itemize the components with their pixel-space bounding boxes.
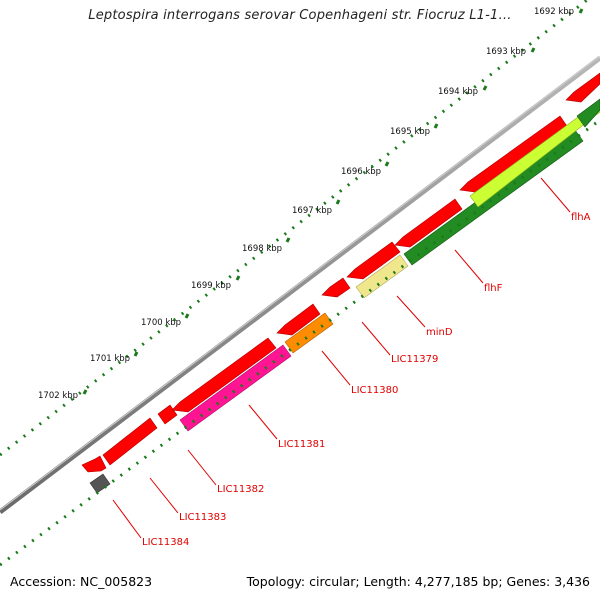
gene-minD — [355, 254, 409, 299]
gene-flhA — [469, 100, 600, 208]
outer-ruler — [0, 0, 590, 457]
tick-label: 1696 kbp — [341, 167, 381, 177]
gene-LIC11381 — [179, 344, 292, 432]
tick-label: 1697 kbp — [292, 206, 332, 216]
tick-label: 1702 kbp — [38, 391, 78, 401]
outer-major-ticks — [82, 8, 584, 395]
gene-arrow — [394, 198, 463, 248]
gene-labels: flhA flhF minD LIC11379 LIC11380 LIC1138… — [142, 212, 591, 548]
genome-backbone — [0, 55, 600, 514]
gene-arrow — [171, 337, 277, 413]
gene-label-flhA: flhA — [571, 212, 591, 223]
tick-label: 1693 kbp — [486, 47, 526, 57]
tick-label: 1698 kbp — [242, 244, 282, 254]
map-title: Leptospira interrogans serovar Copenhage… — [88, 8, 512, 23]
summary-text: Topology: circular; Length: 4,277,185 bp… — [246, 574, 590, 589]
label-leaders — [112, 177, 571, 539]
gene-features[interactable] — [89, 98, 600, 494]
gene-LIC11384 — [89, 473, 111, 494]
gene-arrow — [346, 241, 401, 280]
gene-label-LIC11383: LIC11383 — [179, 512, 226, 523]
gene-arrow — [102, 417, 158, 466]
gene-label-LIC11382: LIC11382 — [217, 484, 264, 495]
tick-label: 1692 kbp — [534, 7, 574, 17]
forward-strand-features[interactable] — [81, 72, 600, 473]
tick-label: 1695 kbp — [390, 127, 430, 137]
tick-label: 1701 kbp — [90, 354, 130, 364]
gene-label-flhF: flhF — [484, 283, 503, 294]
tick-label: 1694 kbp — [438, 87, 478, 97]
gene-arrow — [81, 455, 107, 473]
gene-label-LIC11379: LIC11379 — [391, 354, 438, 365]
gene-label-LIC11384: LIC11384 — [142, 537, 189, 548]
gene-label-LIC11381: LIC11381 — [278, 439, 325, 450]
tick-label: 1700 kbp — [141, 318, 181, 328]
gene-arrow — [565, 72, 600, 103]
gene-label-LIC11380: LIC11380 — [351, 385, 398, 396]
gene-arrow — [321, 277, 351, 298]
gene-arrow — [276, 303, 321, 336]
gene-label-minD: minD — [426, 327, 453, 338]
ruler-labels: 1692 kbp 1693 kbp 1694 kbp 1695 kbp 1696… — [38, 7, 574, 401]
accession-text: Accession: NC_005823 — [10, 574, 153, 589]
gene-flhF — [403, 129, 584, 266]
gene-extra — [576, 98, 600, 128]
tick-label: 1699 kbp — [191, 281, 231, 291]
